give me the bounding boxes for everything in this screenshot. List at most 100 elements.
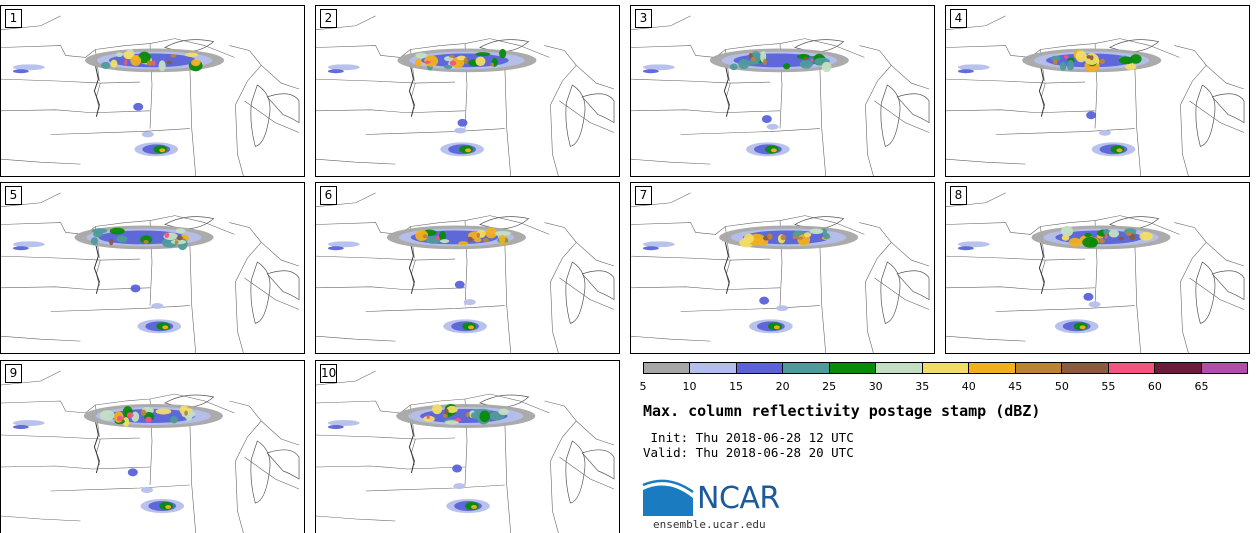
map-svg — [316, 15, 615, 176]
reflectivity-cell — [116, 415, 123, 422]
state-boundary — [946, 192, 1006, 208]
reflectivity-cell — [458, 241, 469, 246]
state-boundary — [1, 335, 81, 342]
state-boundary — [631, 192, 691, 208]
reflectivity-cell — [191, 59, 201, 67]
state-boundary — [559, 277, 615, 310]
valid-time: Valid: Thu 2018-06-28 20 UTC — [643, 445, 854, 460]
reflectivity-cell — [456, 55, 467, 61]
state-boundary — [1174, 45, 1207, 176]
reflectivity-cell — [452, 464, 463, 473]
reflectivity-cell — [1063, 55, 1069, 59]
colorbar-tick-label: 30 — [868, 380, 883, 393]
reflectivity-cell — [1098, 238, 1105, 244]
state-boundary — [50, 128, 190, 135]
colorbar-tick-labels: 5 10 15 20 25 30 35 40 45 50 55 60 65 — [640, 380, 1248, 394]
colorbar-swatch — [922, 363, 970, 373]
lake-outline — [581, 93, 615, 124]
state-boundary — [946, 15, 1006, 31]
state-boundary — [316, 434, 456, 440]
reflectivity-cell — [1084, 232, 1092, 238]
map-svg — [631, 15, 930, 176]
ensemble-url: ensemble.ucar.edu — [653, 518, 766, 531]
state-boundary — [1, 78, 141, 84]
state-boundary — [229, 45, 262, 176]
member-number-label: 3 — [635, 9, 652, 28]
ncar-logo: NCAR — [642, 476, 792, 520]
reflectivity-cell — [146, 60, 153, 66]
member-number-label: 5 — [5, 186, 22, 205]
state-boundary — [189, 63, 197, 176]
lake-outline — [1195, 261, 1216, 324]
reflectivity-cell — [642, 246, 659, 251]
state-boundary — [1070, 38, 1180, 58]
state-boundary — [1, 192, 61, 208]
reflectivity-colorbar — [643, 362, 1248, 374]
reflectivity-cell — [1139, 231, 1153, 241]
colorbar-swatch — [969, 363, 1016, 373]
member-number-label: 8 — [950, 186, 967, 205]
reflectivity-cell — [485, 227, 498, 239]
reflectivity-cell — [12, 69, 29, 74]
state-boundary — [316, 400, 441, 414]
lake-outline — [250, 261, 271, 324]
colorbar-swatch — [1155, 363, 1202, 373]
reflectivity-cell — [12, 420, 45, 426]
reflectivity-cell — [1125, 231, 1132, 236]
state-boundary — [544, 400, 577, 533]
reflectivity-cell — [109, 238, 114, 246]
reflectivity-cell — [127, 468, 138, 477]
state-boundary — [874, 100, 930, 133]
reflectivity-cell — [126, 412, 134, 419]
reflectivity-cell — [424, 60, 431, 64]
lake-outline — [880, 84, 901, 147]
reflectivity-cell — [476, 232, 480, 238]
state-boundary — [316, 465, 466, 470]
river-line — [1038, 242, 1045, 294]
reflectivity-cell — [770, 148, 777, 153]
colorbar-swatch — [783, 363, 830, 373]
reflectivity-cell — [1088, 301, 1101, 308]
state-boundary — [946, 335, 1026, 342]
state-boundary — [1, 400, 126, 414]
reflectivity-cell — [327, 241, 360, 248]
reflectivity-cell — [448, 54, 455, 58]
state-boundary — [1, 45, 126, 58]
state-boundary — [189, 240, 197, 353]
reflectivity-cell — [141, 486, 153, 493]
reflectivity-cell — [642, 241, 675, 248]
state-boundary — [1, 222, 126, 235]
init-time: Init: Thu 2018-06-28 12 UTC — [643, 430, 854, 445]
lake-outline — [581, 270, 615, 301]
reflectivity-cell — [1108, 229, 1120, 238]
reflectivity-cell — [422, 234, 428, 239]
state-boundary — [316, 222, 441, 235]
reflectivity-cell — [1124, 63, 1137, 70]
state-boundary — [365, 484, 505, 492]
reflectivity-cell — [803, 232, 812, 238]
state-boundary — [946, 222, 1071, 235]
member-number-label: 7 — [635, 186, 652, 205]
reflectivity-cell — [166, 60, 173, 65]
colorbar-tick-label: 55 — [1101, 380, 1116, 393]
state-boundary — [1206, 65, 1245, 90]
state-boundary — [946, 78, 1086, 84]
reflectivity-cell — [124, 59, 128, 66]
reflectivity-field — [327, 403, 536, 513]
colorbar-swatch — [1201, 363, 1248, 373]
reflectivity-cell — [170, 54, 177, 58]
state-boundary — [859, 222, 892, 353]
reflectivity-cell — [438, 231, 447, 242]
state-boundary — [244, 100, 300, 133]
lake-outline — [565, 440, 586, 504]
state-boundary — [755, 215, 865, 235]
river-line — [408, 242, 415, 294]
state-boundary — [680, 128, 820, 135]
state-boundary — [1189, 100, 1245, 133]
reflectivity-cell — [116, 235, 128, 243]
state-boundary — [244, 277, 300, 310]
state-boundary — [1, 465, 151, 470]
map-svg — [316, 192, 615, 353]
colorbar-tick-label: 15 — [729, 380, 744, 393]
reflectivity-cell — [1079, 325, 1086, 330]
